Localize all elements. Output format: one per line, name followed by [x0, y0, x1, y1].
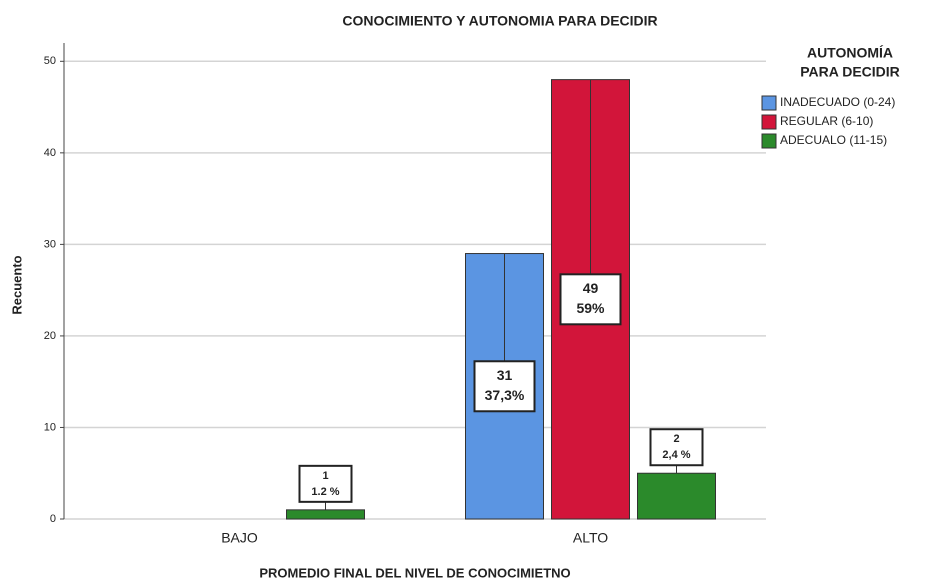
x-axis-label: PROMEDIO FINAL DEL NIVEL DE CONOCIMIETNO	[259, 565, 570, 580]
y-axis-label: Recuento	[9, 255, 24, 314]
x-tick-label: ALTO	[573, 530, 608, 546]
data-label: 2	[673, 433, 679, 445]
chart-title: CONOCIMIENTO Y AUTONOMIA PARA DECIDIR	[342, 13, 657, 29]
y-tick-label: 50	[44, 55, 56, 67]
y-tick-label: 20	[44, 330, 56, 342]
y-tick-label: 40	[44, 147, 56, 159]
legend-title: PARA DECIDIR	[800, 64, 900, 80]
label-box	[473, 360, 536, 413]
data-label: 2,4 %	[662, 449, 690, 461]
data-label: 59%	[576, 300, 605, 316]
y-tick-label: 30	[44, 238, 56, 250]
y-tick-label: 0	[50, 513, 56, 525]
legend-title: AUTONOMÍA	[807, 45, 893, 61]
data-label: 1	[322, 470, 328, 482]
x-tick-label: BAJO	[221, 530, 258, 546]
legend-label: INADECUADO (0-24)	[780, 95, 895, 109]
y-tick-label: 10	[44, 421, 56, 433]
data-label: 1.2 %	[311, 486, 339, 498]
data-label: 49	[583, 280, 599, 296]
bar	[637, 472, 716, 520]
label-box	[649, 428, 704, 467]
data-label: 37,3%	[485, 387, 525, 403]
data-label: 31	[497, 367, 513, 383]
label-box	[559, 273, 622, 326]
bar	[286, 509, 365, 520]
legend-swatch	[761, 114, 777, 130]
legend-label: REGULAR (6-10)	[780, 114, 873, 128]
legend-swatch	[761, 95, 777, 111]
label-box	[298, 464, 353, 503]
legend-swatch	[761, 133, 777, 149]
legend-label: ADECUALO (11-15)	[780, 133, 887, 147]
